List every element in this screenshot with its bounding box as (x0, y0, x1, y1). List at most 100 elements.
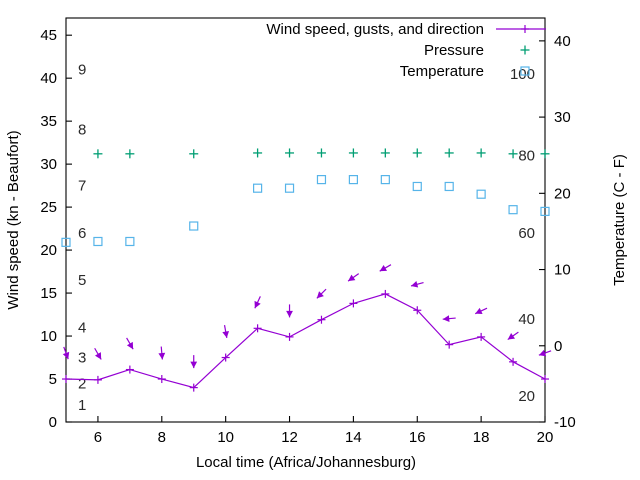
wind-direction-arrow (507, 331, 519, 341)
temperature-point (61, 237, 71, 247)
fahrenheit-label: 60 (518, 225, 535, 242)
wind-speed-point (125, 365, 134, 374)
wind-direction-arrow (474, 307, 488, 315)
temperature-point (348, 175, 358, 185)
x-tick-label: 18 (473, 429, 490, 446)
wind-direction-arrow (254, 296, 261, 309)
beaufort-label: 6 (78, 225, 86, 242)
temperature-point (476, 189, 486, 199)
wind-speed-point (381, 289, 390, 298)
pressure-point (508, 149, 518, 159)
chart-legend: Wind speed, gusts, and direction Pressure… (266, 21, 546, 80)
wind-speed-point (189, 383, 198, 392)
fahrenheit-label: 20 (518, 388, 535, 405)
wind-speed-point (221, 353, 230, 362)
y-tick-label: 15 (40, 285, 57, 302)
wind-speed-series (62, 289, 549, 392)
pressure-series (93, 148, 550, 159)
wind-direction-arrow (442, 315, 456, 323)
beaufort-label: 3 (78, 350, 86, 367)
pressure-point (348, 148, 358, 158)
beaufort-label: 7 (78, 178, 86, 195)
pressure-point (253, 148, 263, 158)
temperature-series (61, 175, 550, 247)
legend-label-temperature: Temperature (400, 63, 484, 80)
pressure-point (412, 148, 422, 158)
x-tick-label: 16 (409, 429, 426, 446)
x-tick-label: 12 (281, 429, 298, 446)
beaufort-label: 2 (78, 375, 86, 392)
wind-direction-arrow (286, 304, 293, 318)
wind-speed-point (157, 375, 166, 384)
wind-direction-arrow (62, 346, 70, 360)
y-tick-label: 10 (40, 328, 57, 345)
wind-speed-point (541, 375, 549, 384)
temperature-point (284, 183, 295, 193)
wind-direction-arrow (94, 347, 102, 360)
y-tick-label: 5 (49, 371, 57, 388)
x-tick-label: 14 (345, 429, 362, 446)
legend-label-pressure: Pressure (424, 42, 484, 59)
wind-direction-arrow (316, 288, 327, 299)
pressure-point (444, 148, 454, 158)
wind-direction-arrow (158, 346, 166, 360)
wind-speed-point (445, 340, 454, 349)
y2-tick-label: 20 (554, 185, 571, 202)
y2-tick-label: 0 (554, 338, 562, 355)
beaufort-label: 8 (78, 122, 86, 139)
wind-speed-point (349, 299, 358, 308)
temperature-point (444, 181, 454, 192)
x-axis-ticks: 6 8 10 12 14 16 18 20 (94, 416, 554, 446)
plot-frame (65, 17, 546, 423)
pressure-point (540, 149, 550, 159)
y-axis-ticks: 0 5 10 15 20 25 30 35 40 45 (40, 27, 72, 431)
y-tick-label: 0 (49, 414, 57, 431)
y2-tick-label: -10 (554, 414, 576, 431)
temperature-point (508, 205, 518, 215)
legend-marker-wind (521, 25, 529, 33)
wind-speed-point (413, 306, 422, 315)
pressure-point (285, 148, 295, 158)
wind-speed-point (62, 375, 70, 384)
temperature-point (125, 236, 135, 247)
pressure-point (380, 148, 390, 158)
wind-speed-point (285, 332, 294, 341)
x-axis-title: Local time (Africa/Johannesburg) (196, 454, 416, 471)
wind-speed-point (93, 375, 102, 384)
beaufort-label: 1 (78, 397, 86, 414)
fahrenheit-label: 100 (510, 66, 535, 83)
wind-direction-arrows (62, 264, 552, 369)
wind-speed-point (509, 357, 518, 366)
y-axis-title: Wind speed (kn - Beaufort) (5, 130, 22, 309)
beaufort-label: 4 (78, 319, 86, 336)
pressure-point (476, 148, 486, 158)
temperature-point (380, 175, 390, 185)
y-tick-label: 35 (40, 113, 57, 130)
temperature-point (189, 221, 199, 231)
temperature-point (316, 175, 327, 185)
beaufort-scale-labels: 1 2 3 4 5 6 7 8 9 (78, 62, 86, 414)
wind-speed-line (65, 293, 546, 389)
temperature-point (540, 206, 550, 217)
pressure-point (316, 148, 326, 158)
y-tick-label: 25 (40, 199, 57, 216)
pressure-point (189, 149, 199, 159)
legend-marker-pressure (520, 45, 530, 55)
y-tick-label: 40 (40, 70, 57, 87)
beaufort-label: 5 (78, 272, 86, 289)
wind-speed-point (253, 324, 262, 333)
y-tick-label: 30 (40, 156, 57, 173)
wind-speed-point (477, 332, 486, 341)
legend-marker-temperature (520, 66, 530, 76)
fahrenheit-label: 80 (518, 148, 535, 165)
x-tick-label: 6 (94, 429, 102, 446)
x-tick-label: 20 (537, 429, 554, 446)
legend-label-wind: Wind speed, gusts, and direction (266, 21, 484, 38)
wind-direction-arrow (347, 273, 360, 282)
y-tick-label: 45 (40, 27, 57, 44)
pressure-point (93, 149, 103, 159)
y2-tick-label: 10 (554, 262, 571, 279)
y2-axis-title: Temperature (C - F) (611, 154, 628, 286)
wind-direction-arrow (379, 264, 392, 272)
